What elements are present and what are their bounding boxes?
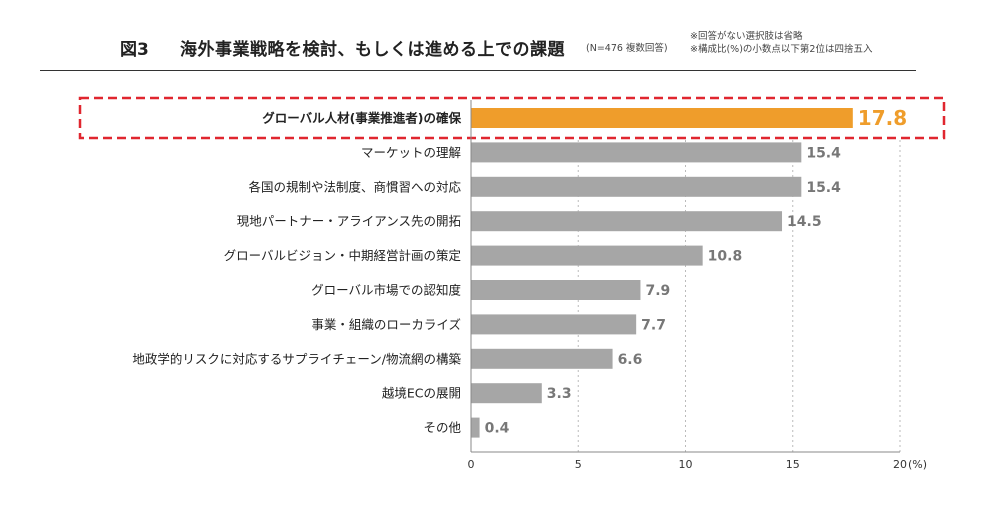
footnote-omitted: ※回答がない選択肢は省略: [690, 31, 803, 42]
value-label-5: 7.9: [645, 283, 670, 299]
header-divider: [40, 70, 916, 71]
footnotes: ※回答がない選択肢は省略 ※構成比(%)の小数点以下第2位は四捨五入: [690, 30, 872, 56]
value-label-2: 15.4: [806, 180, 841, 196]
highlight-frame: [78, 96, 946, 140]
category-label-2: 各国の規制や法制度、商慣習への対応: [248, 179, 461, 194]
x-tick-label-0: 0: [468, 458, 475, 471]
category-label-1: マーケットの理解: [361, 145, 461, 160]
x-tick-label-10: 10: [679, 458, 693, 471]
footnote-rounding: ※構成比(%)の小数点以下第2位は四捨五入: [690, 44, 873, 55]
x-tick-label-15: 15: [786, 458, 800, 471]
chart-header: 図3 海外事業戦略を検討、もしくは進める上での課題 (N=476 複数回答) ※…: [0, 0, 1000, 72]
bar-6: [471, 314, 637, 335]
category-label-7: 地政学的リスクに対応するサプライチェーン/物流網の構築: [132, 351, 461, 366]
bar-0: [471, 108, 853, 128]
bar-2: [471, 176, 802, 197]
bar-1: [471, 142, 802, 163]
x-tick-label-5: 5: [575, 458, 582, 471]
sample-size-note: (N=476 複数回答): [586, 43, 668, 54]
category-label-3: 現地パートナー・アライアンス先の開拓: [237, 214, 461, 229]
category-label-5: グローバル市場での認知度: [311, 283, 461, 298]
value-label-7: 6.6: [618, 352, 643, 368]
bar-7: [471, 348, 613, 369]
value-label-6: 7.7: [641, 317, 666, 333]
x-tick-label-20: 20: [893, 458, 907, 471]
category-label-4: グローバルビジョン・中期経営計画の策定: [224, 248, 461, 263]
value-label-9: 0.4: [485, 421, 510, 437]
bar-5: [471, 280, 641, 300]
category-label-9: その他: [423, 420, 461, 435]
value-label-1: 15.4: [806, 145, 841, 161]
bar-9: [471, 417, 480, 438]
value-label-8: 3.3: [547, 386, 572, 402]
value-label-3: 14.5: [787, 214, 822, 230]
figure-number: 図3: [120, 40, 149, 60]
value-label-0: 17.8: [858, 106, 907, 130]
bar-8: [471, 383, 542, 404]
category-label-0: グローバル人材(事業推進者)の確保: [262, 111, 461, 126]
chart-title: 海外事業戦略を検討、もしくは進める上での課題: [180, 40, 565, 60]
bar-4: [471, 245, 703, 266]
category-label-6: 事業・組織のローカライズ: [311, 317, 461, 332]
bar-3: [471, 211, 783, 232]
category-label-8: 越境ECの展開: [382, 386, 461, 401]
x-axis-unit: (%): [908, 458, 927, 471]
value-label-4: 10.8: [708, 249, 743, 265]
